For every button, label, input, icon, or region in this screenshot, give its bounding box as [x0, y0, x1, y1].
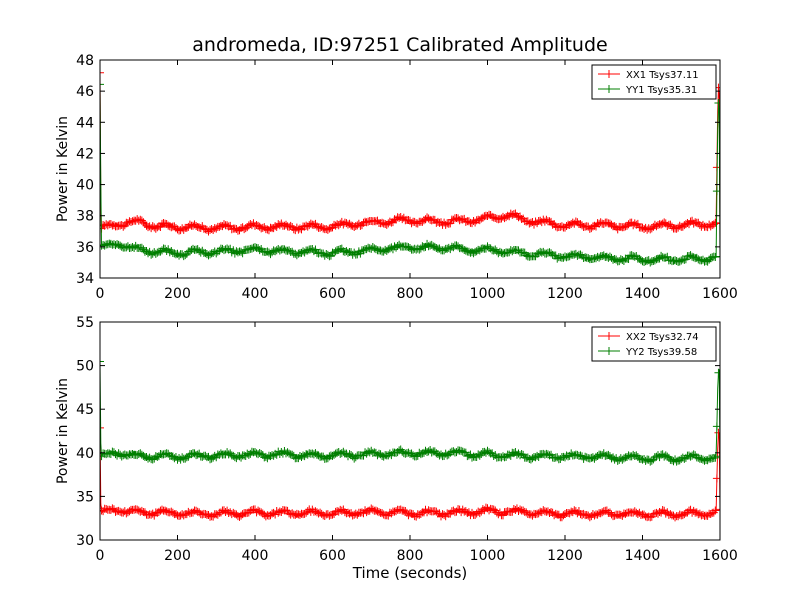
- y-tick-label: 36: [76, 240, 94, 256]
- y-tick-label: 55: [76, 315, 94, 331]
- x-tick-label: 1000: [470, 286, 506, 302]
- x-tick-label: 600: [319, 286, 346, 302]
- x-tick-label: 800: [397, 286, 424, 302]
- x-tick-label: 800: [397, 548, 424, 564]
- data-point: [401, 507, 410, 516]
- legend-entry: YY2 Tsys39.58: [625, 347, 697, 358]
- legend-entry: XX1 Tsys37.11: [626, 70, 699, 81]
- x-tick-label: 0: [96, 548, 105, 564]
- data-point: [714, 368, 720, 377]
- x-tick-label: 1600: [702, 286, 738, 302]
- series-yy: [100, 357, 720, 466]
- series-markers: [100, 80, 720, 267]
- x-tick-label: 200: [164, 286, 191, 302]
- data-point: [100, 357, 104, 366]
- series-markers: [100, 68, 720, 236]
- data-point: [714, 99, 720, 108]
- x-tick-label: 1200: [547, 548, 583, 564]
- data-point: [716, 505, 720, 514]
- x-tick-label: 1400: [625, 548, 661, 564]
- data-point: [716, 452, 720, 461]
- series-line: [100, 427, 720, 519]
- y-tick-label: 38: [76, 209, 94, 225]
- series-markers: [100, 423, 720, 522]
- series-yy: [100, 80, 720, 267]
- legend-entry: YY1 Tsys35.31: [625, 85, 697, 96]
- legend: XX2 Tsys32.74 YY2 Tsys39.58: [591, 326, 717, 362]
- y-tick-label: 48: [76, 53, 94, 69]
- data-point: [716, 219, 720, 228]
- x-tick-label: 1000: [470, 548, 506, 564]
- data-point: [709, 508, 718, 517]
- legend-entry: XX2 Tsys32.74: [626, 332, 699, 343]
- data-point: [100, 68, 104, 77]
- y-tick-label: 34: [76, 271, 94, 287]
- series-xx: [100, 68, 720, 236]
- bottom-panel: 0 200 400 600 800 1000 1200 1400 1600 30 35 40 45 50 5…: [55, 315, 738, 564]
- data-point: [711, 253, 720, 262]
- y-tick-label: 35: [76, 489, 94, 505]
- data-point: [100, 423, 104, 432]
- legend-marker: [605, 347, 613, 355]
- data-point: [711, 218, 720, 227]
- legend-marker: [605, 85, 613, 93]
- data-point: [714, 428, 720, 437]
- legend: XX1 Tsys37.11 YY1 Tsys35.31: [591, 64, 717, 100]
- top-panel: 0 200 400 600 800 1000 1200 1400 1600 34 36 38 40 42 4…: [55, 53, 738, 302]
- data-point: [711, 453, 720, 462]
- x-tick-label: 400: [242, 286, 269, 302]
- data-point: [475, 509, 484, 518]
- legend-box: [591, 64, 717, 100]
- x-tick-label: 600: [319, 548, 346, 564]
- x-tick-label: 1600: [702, 548, 738, 564]
- series-line: [100, 84, 720, 265]
- y-tick-label: 30: [76, 533, 94, 549]
- x-tick-label: 400: [242, 548, 269, 564]
- legend-box: [591, 326, 717, 362]
- y-tick-label: 45: [76, 402, 94, 418]
- y-tick-label: 50: [76, 359, 94, 375]
- y-tick-label: 46: [76, 84, 94, 100]
- y-tick-label: 40: [76, 178, 94, 194]
- y-tick-label: 42: [76, 146, 94, 162]
- data-point: [119, 222, 128, 231]
- y-axis-label: Power in Kelvin: [55, 378, 71, 484]
- series-xx: [100, 423, 720, 522]
- y-tick-label: 44: [76, 115, 94, 131]
- series-markers: [100, 357, 720, 466]
- data-point: [100, 80, 104, 89]
- figure-title: andromeda, ID:97251 Calibrated Amplitude: [192, 34, 608, 56]
- y-axis-label: Power in Kelvin: [55, 116, 71, 222]
- series-line: [100, 361, 720, 464]
- data-point: [711, 506, 720, 515]
- legend-marker: [605, 70, 613, 78]
- x-tick-label: 1200: [547, 286, 583, 302]
- legend-marker: [605, 332, 613, 340]
- data-point: [716, 252, 720, 261]
- x-axis-label: Time (seconds): [352, 564, 468, 582]
- x-tick-label: 1400: [625, 286, 661, 302]
- x-tick-label: 200: [164, 548, 191, 564]
- x-tick-label: 0: [96, 286, 105, 302]
- y-tick-label: 40: [76, 446, 94, 462]
